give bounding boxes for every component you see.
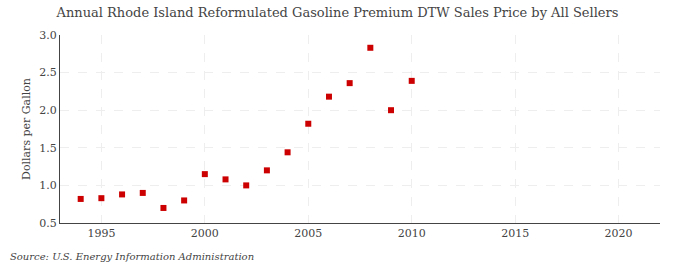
svg-text:2015: 2015 (501, 227, 529, 240)
svg-text:Source: U.S. Energy Informatio: Source: U.S. Energy Information Administ… (10, 251, 254, 262)
svg-text:2000: 2000 (191, 227, 219, 240)
svg-text:1995: 1995 (87, 227, 115, 240)
svg-text:0.5: 0.5 (39, 217, 57, 230)
svg-text:1.0: 1.0 (39, 179, 57, 192)
svg-text:1.5: 1.5 (39, 142, 57, 155)
svg-text:Dollars per Gallon: Dollars per Gallon (20, 78, 33, 180)
svg-text:2005: 2005 (294, 227, 322, 240)
svg-text:2.0: 2.0 (39, 104, 57, 117)
svg-text:2020: 2020 (605, 227, 633, 240)
svg-text:2010: 2010 (398, 227, 426, 240)
svg-text:2.5: 2.5 (39, 66, 57, 79)
svg-text:3.0: 3.0 (39, 29, 57, 42)
svg-text:Annual Rhode Island Reformulat: Annual Rhode Island Reformulated Gasolin… (56, 5, 619, 20)
